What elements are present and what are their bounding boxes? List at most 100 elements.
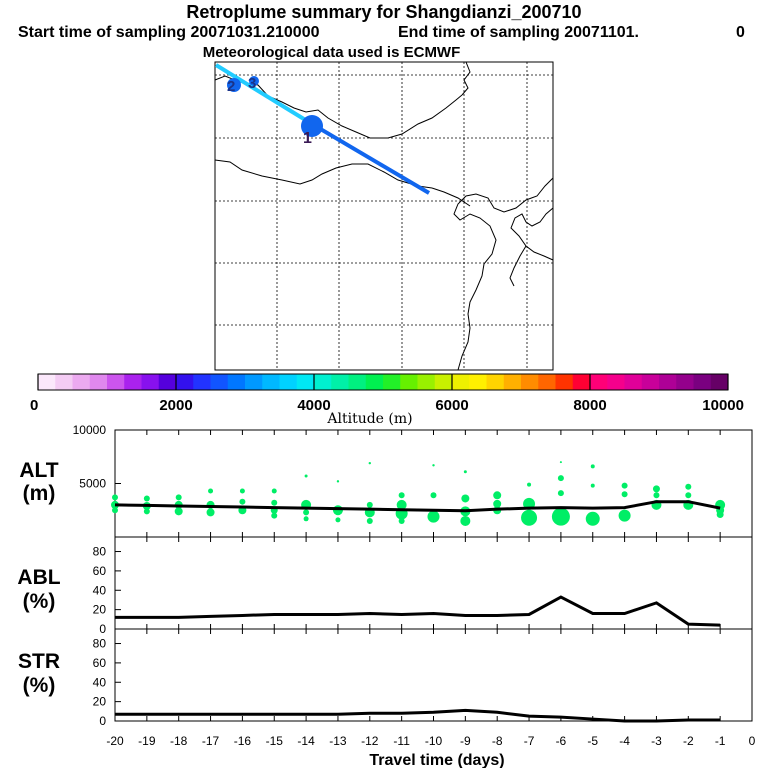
altitude-point bbox=[336, 480, 340, 483]
altitude-point bbox=[685, 492, 692, 499]
altitude-point bbox=[112, 507, 118, 514]
altitude-point bbox=[332, 505, 343, 516]
colorbar-tick-label: 0 bbox=[30, 397, 38, 414]
map-gridlines bbox=[215, 62, 553, 370]
panel-unit-label: (m) bbox=[23, 482, 56, 505]
altitude-point bbox=[585, 511, 600, 526]
y-tick-label: 40 bbox=[93, 583, 107, 597]
y-tick-label: 0 bbox=[99, 622, 106, 636]
colorbar-swatch bbox=[262, 374, 280, 390]
colorbar-swatch bbox=[400, 374, 418, 390]
colorbar-swatch bbox=[245, 374, 263, 390]
colorbar-swatch bbox=[158, 374, 177, 390]
colorbar-swatch bbox=[38, 374, 56, 390]
y-tick-label: 80 bbox=[93, 545, 107, 559]
x-tick-label: -20 bbox=[106, 734, 124, 748]
str-line bbox=[115, 708, 721, 723]
colorbar-tick-labels: 0 2000 4000 6000 8000 10000 bbox=[30, 374, 744, 414]
map-label-1: 1 bbox=[303, 130, 312, 147]
map-borders bbox=[214, 61, 554, 371]
plume-cluster-1 bbox=[301, 115, 323, 137]
panel-frame bbox=[114, 628, 753, 722]
colorbar-swatch bbox=[72, 374, 91, 390]
colorbar-swatch bbox=[607, 374, 625, 390]
colorbar-swatch bbox=[641, 374, 660, 390]
colorbar-tick-label: 2000 bbox=[159, 397, 192, 414]
colorbar-swatch bbox=[365, 374, 384, 390]
altitude-point bbox=[303, 509, 310, 516]
altitude-point bbox=[366, 501, 373, 508]
plume-track-early bbox=[214, 63, 314, 126]
x-tick-label: 0 bbox=[749, 734, 756, 748]
colorbar-swatch bbox=[503, 374, 522, 390]
x-tick-label: -11 bbox=[393, 734, 410, 748]
altitude-point bbox=[590, 464, 595, 469]
chart-title: Retroplume summary for Shangdianzi_20071… bbox=[186, 2, 582, 22]
colorbar-swatch bbox=[314, 374, 332, 390]
colorbar-tick-label: 8000 bbox=[573, 397, 606, 414]
altitude-point bbox=[303, 516, 309, 522]
colorbar-swatch bbox=[590, 374, 608, 390]
x-tick-label: -18 bbox=[170, 734, 188, 748]
end-time-value: 0 bbox=[736, 24, 745, 41]
colorbar-swatch bbox=[434, 374, 453, 390]
colorbar-swatch bbox=[193, 374, 211, 390]
colorbar-swatch bbox=[486, 374, 505, 390]
x-tick-label: -15 bbox=[266, 734, 284, 748]
altitude-point bbox=[430, 492, 437, 499]
panel-unit-label: (%) bbox=[23, 674, 56, 697]
x-tick-label: -4 bbox=[619, 734, 630, 748]
map-label-2: 2 bbox=[227, 78, 235, 95]
colorbar-swatch bbox=[176, 374, 194, 390]
altitude-point bbox=[527, 482, 532, 487]
panel-label: ABL bbox=[17, 566, 60, 589]
colorbar-swatch bbox=[89, 374, 108, 390]
altitude-point bbox=[685, 483, 692, 490]
timeseries-panels: ALT(m)100005000ABL(%)806040200STR(%)8060… bbox=[17, 423, 753, 728]
altitude-colorbar bbox=[37, 373, 729, 391]
y-tick-label: 40 bbox=[93, 675, 107, 689]
altitude-point bbox=[398, 492, 405, 499]
x-tick-label: -6 bbox=[556, 734, 567, 748]
altitude-point bbox=[368, 461, 371, 465]
colorbar-swatch bbox=[331, 374, 349, 390]
colorbar-swatch bbox=[693, 374, 712, 390]
altitude-point bbox=[239, 498, 246, 505]
altitude-point bbox=[239, 488, 245, 494]
altitude-point bbox=[175, 494, 182, 501]
x-tick-label: -10 bbox=[425, 734, 443, 748]
colorbar-swatch bbox=[417, 374, 436, 390]
colorbar-tick-label: 10000 bbox=[702, 397, 744, 414]
mean-altitude-line bbox=[114, 500, 721, 513]
map-label-3: 3 bbox=[248, 75, 256, 92]
panel-str: STR(%) 80 60 40 20 0 bbox=[18, 628, 753, 728]
y-tick-label: 80 bbox=[93, 637, 107, 651]
colorbar-swatch bbox=[348, 374, 367, 390]
x-tick-label: -3 bbox=[651, 734, 662, 748]
colorbar-swatch bbox=[227, 374, 246, 390]
met-data-label: Meteorological data used is ECMWF bbox=[202, 44, 461, 61]
altitude-point bbox=[557, 490, 564, 497]
colorbar-swatch bbox=[141, 374, 160, 390]
altitude-point bbox=[432, 464, 435, 467]
plume-track-late bbox=[310, 122, 431, 195]
colorbar-swatch bbox=[555, 374, 574, 390]
x-axis: -20 -19 -18 -17 -16 -15 -14 -13 -12 -11 -10 -9 -8 -7-… bbox=[106, 734, 755, 748]
panel-label: STR bbox=[18, 650, 60, 673]
altitude-point bbox=[143, 495, 150, 502]
colorbar-swatch bbox=[452, 374, 470, 390]
altitude-point bbox=[304, 474, 308, 478]
x-tick-label: -1 bbox=[715, 734, 726, 748]
y-tick-label: 5000 bbox=[79, 477, 106, 491]
colorbar-swatch bbox=[55, 374, 73, 390]
x-tick-label: -19 bbox=[138, 734, 156, 748]
altitude-point bbox=[653, 492, 660, 499]
altitude-point bbox=[271, 499, 278, 506]
end-time-label: End time of sampling 20071101. bbox=[398, 24, 639, 41]
colorbar-swatch bbox=[710, 374, 729, 390]
colorbar-label: Altitude (m) bbox=[326, 411, 412, 427]
x-axis-label: Travel time (days) bbox=[369, 752, 504, 768]
plume-cluster-3 bbox=[249, 76, 259, 86]
colorbar-swatch bbox=[676, 374, 694, 390]
